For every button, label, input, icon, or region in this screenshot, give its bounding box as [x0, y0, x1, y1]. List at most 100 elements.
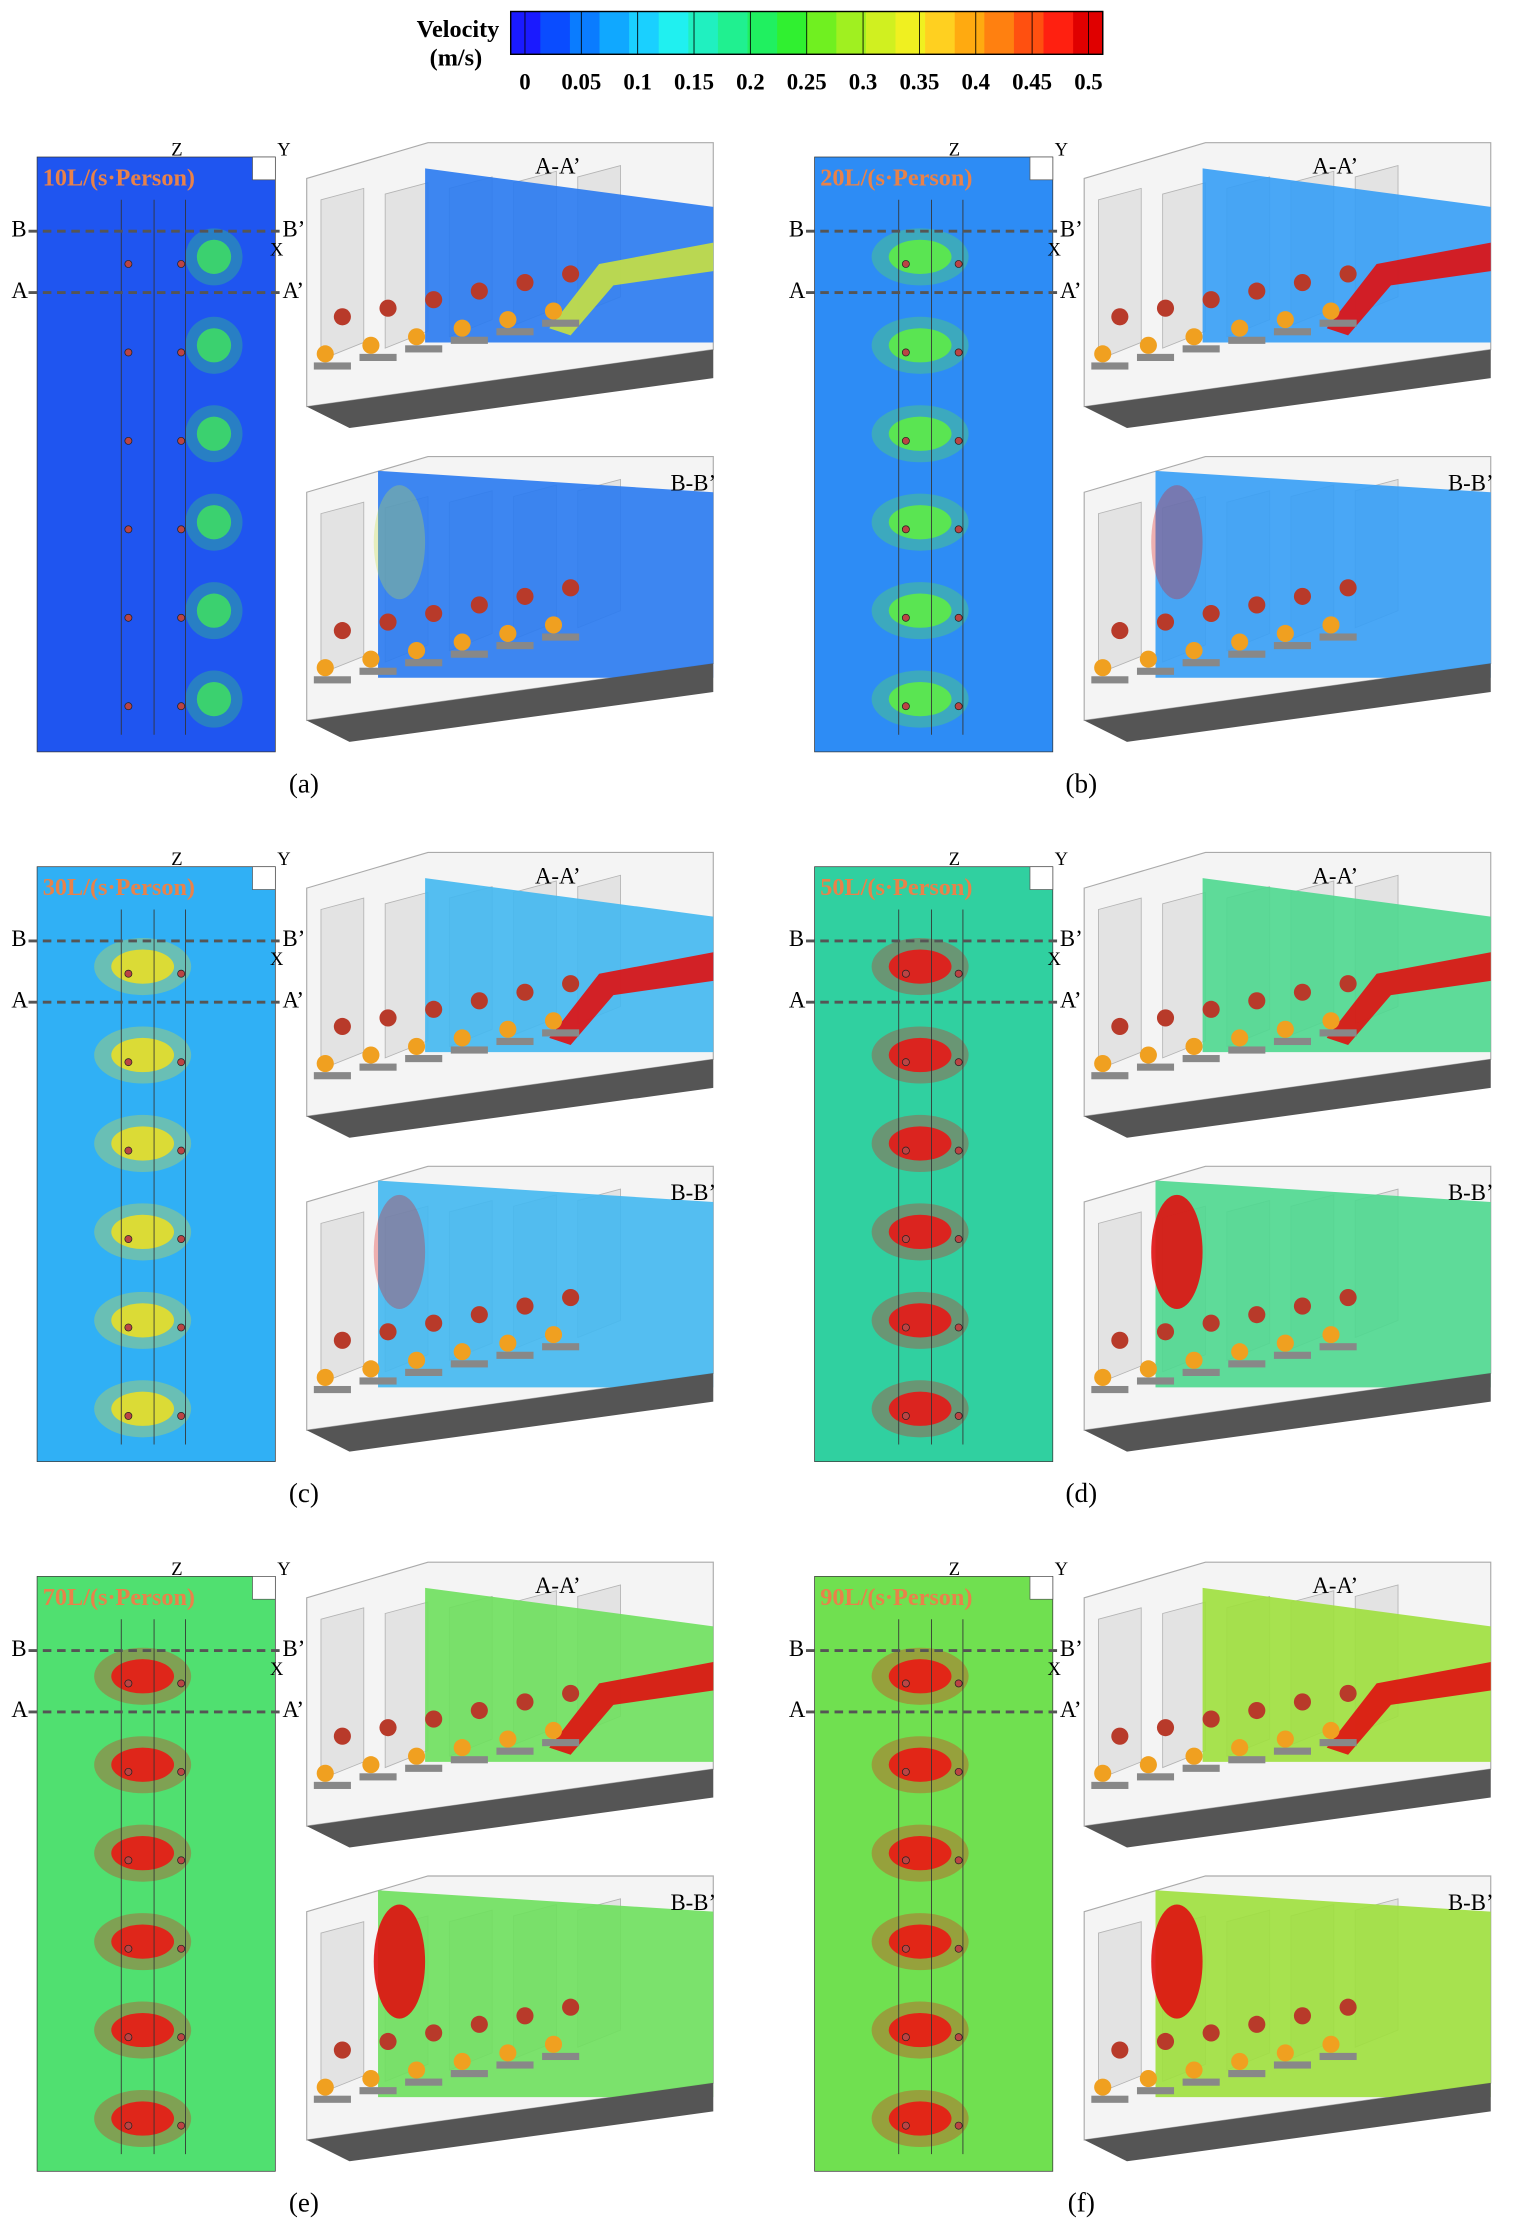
- section-label: B: [11, 216, 26, 241]
- slice-label: A-A’: [535, 863, 581, 888]
- occupant: [1185, 1037, 1203, 1056]
- desk: [1182, 2078, 1220, 2086]
- occupant: [516, 2007, 534, 2025]
- desk: [313, 1781, 351, 1789]
- occupant-marker: [954, 702, 963, 711]
- occupant: [1111, 622, 1129, 640]
- desk: [1182, 1764, 1220, 1772]
- occupant-marker: [177, 1944, 186, 1953]
- section-label: A’: [282, 278, 304, 303]
- desk: [542, 1739, 580, 1747]
- occupant: [499, 1334, 517, 1352]
- axis-label: Y: [277, 140, 290, 161]
- velocity-slice: [378, 1890, 714, 2098]
- section-label: B: [11, 1636, 26, 1661]
- occupant-marker: [177, 1767, 186, 1776]
- axis-label: Z: [949, 849, 960, 870]
- occupant-marker: [954, 1767, 963, 1776]
- axis-label: Y: [277, 849, 290, 870]
- flow-rate-label: 90L/(s·Person): [820, 1584, 972, 1611]
- supply-jet: [1151, 1194, 1203, 1309]
- colorbar-tick-label: 0.15: [674, 69, 714, 94]
- occupant: [1339, 265, 1357, 283]
- desk: [1273, 642, 1312, 650]
- colorbar-tick-label: 0.35: [899, 69, 939, 94]
- occupant: [333, 622, 351, 640]
- desk: [496, 642, 534, 650]
- occupant: [1248, 1306, 1266, 1324]
- panel: Z Y X 30L/(s·Person) B B’ A A’ A-A’ B-B’ (c): [11, 849, 716, 1508]
- panel-caption: (a): [289, 768, 319, 798]
- occupant: [544, 1721, 563, 1740]
- occupant: [1231, 1029, 1249, 1047]
- floor: [306, 1769, 714, 1848]
- velocity-zone: [196, 239, 232, 274]
- section-label: B: [789, 1636, 804, 1661]
- velocity-zone-halo: [94, 1026, 192, 1084]
- desk: [1091, 362, 1129, 370]
- desk: [1319, 2052, 1357, 2061]
- occupant-marker: [901, 2033, 910, 2042]
- axis-box: [1029, 156, 1054, 181]
- section-label: A’: [1060, 1697, 1082, 1722]
- occupant: [425, 291, 443, 309]
- panel-caption: (c): [289, 1478, 319, 1508]
- occupant-marker: [901, 1412, 910, 1420]
- occupant: [316, 2078, 334, 2096]
- colorbar-unit: (m/s): [430, 45, 483, 72]
- desk: [313, 1385, 351, 1394]
- 3d-view: B-B’: [1083, 456, 1494, 742]
- partition: [1162, 182, 1206, 349]
- axis-label: Y: [1055, 140, 1068, 161]
- axis-label: Y: [1055, 849, 1068, 870]
- occupant-marker: [954, 1679, 963, 1688]
- flow-rate-label: 20L/(s·Person): [820, 164, 972, 191]
- velocity-zone-halo: [185, 405, 243, 463]
- section-label: A: [11, 987, 28, 1012]
- velocity-zone-halo: [94, 1736, 192, 1794]
- desk: [496, 1037, 534, 1046]
- axis-label: Z: [949, 140, 960, 161]
- 3d-view: B-B’: [306, 1165, 716, 1452]
- partition: [320, 187, 365, 361]
- occupant: [316, 345, 334, 363]
- occupant: [1111, 2041, 1129, 2059]
- desk: [359, 2087, 397, 2095]
- occupant-marker: [177, 1323, 186, 1332]
- partition: [320, 897, 365, 1070]
- occupant-marker: [124, 1058, 133, 1067]
- desk: [542, 2052, 580, 2061]
- colorbar-tick-label: 0.4: [962, 69, 991, 94]
- partition: [1098, 897, 1142, 1070]
- colorbar-segment: [895, 11, 926, 55]
- occupant: [316, 1368, 334, 1386]
- occupant: [1322, 1012, 1340, 1030]
- desk: [1319, 633, 1357, 641]
- partition: [1162, 891, 1206, 1059]
- occupant: [1094, 1764, 1112, 1782]
- occupant-marker: [177, 2121, 186, 2130]
- axis-label: X: [1048, 239, 1062, 260]
- occupant-marker: [177, 2033, 186, 2042]
- occupant: [316, 659, 334, 677]
- occupant-marker: [124, 2033, 133, 2042]
- desk: [1228, 2070, 1266, 2078]
- occupant: [544, 1012, 563, 1030]
- occupant-marker: [124, 1856, 133, 1865]
- occupant-marker: [954, 436, 963, 445]
- occupant: [1231, 319, 1249, 337]
- velocity-zone-halo: [871, 1026, 969, 1084]
- occupant: [1293, 273, 1312, 292]
- partition: [320, 1921, 365, 2094]
- velocity-zone-halo: [871, 316, 969, 374]
- occupant-marker: [124, 1235, 133, 1243]
- occupant: [1322, 1721, 1340, 1740]
- occupant-marker: [124, 1679, 133, 1688]
- desk: [313, 1072, 351, 1080]
- velocity-slice: [1155, 1890, 1491, 2098]
- 3d-view: A-A’: [306, 851, 714, 1138]
- occupant: [516, 273, 534, 292]
- occupant: [499, 311, 517, 329]
- axis-label: Z: [171, 849, 182, 870]
- occupant: [1185, 1747, 1203, 1765]
